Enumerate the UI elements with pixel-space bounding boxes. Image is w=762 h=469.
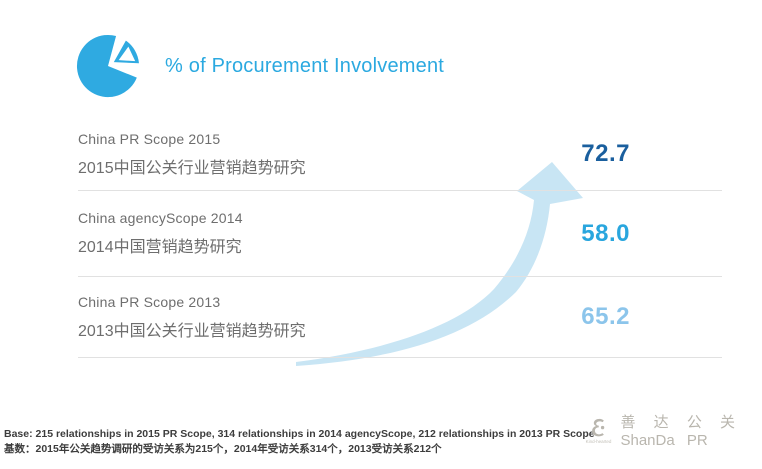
pie-chart-icon xyxy=(76,34,139,98)
table-row: China PR Scope 2015 2015中国公关行业营销趋势研究 72.… xyxy=(78,118,722,191)
table-row: China agencyScope 2014 2014中国营销趋势研究 58.0 xyxy=(78,191,722,277)
row-value: 72.7 xyxy=(581,140,630,167)
row-labels: China PR Scope 2015 2015中国公关行业营销趋势研究 xyxy=(78,131,581,178)
data-rows: China PR Scope 2015 2015中国公关行业营销趋势研究 72.… xyxy=(78,118,722,358)
base-note: Base: 215 relationships in 2015 PR Scope… xyxy=(4,427,595,456)
company-logo: Kind-hearted 善 达 公 关 ShanDa PR xyxy=(584,414,742,449)
base-note-zh: 基数：2015年公关趋势调研的受访关系为215个，2014年受访关系314个，2… xyxy=(4,442,442,455)
base-note-en: Base: 215 relationships in 2015 PR Scope… xyxy=(4,428,595,440)
row-labels: China agencyScope 2014 2014中国营销趋势研究 xyxy=(78,210,581,257)
header: % of Procurement Involvement xyxy=(75,33,444,99)
page-title: % of Procurement Involvement xyxy=(165,54,445,77)
row-value: 65.2 xyxy=(581,303,630,330)
row-label-en: China PR Scope 2013 xyxy=(78,293,221,310)
row-value: 58.0 xyxy=(581,219,630,247)
row-label-zh: 2014中国营销趋势研究 xyxy=(78,239,242,256)
table-row: China PR Scope 2013 2013中国公关行业营销趋势研究 65.… xyxy=(78,277,722,358)
row-label-en: China agencyScope 2014 xyxy=(78,210,243,226)
logo-name-zh: 善 达 公 关 xyxy=(620,414,742,431)
shanda-emblem-icon xyxy=(592,418,605,437)
shanda-emblem: Kind-hearted xyxy=(584,417,612,444)
row-label-zh: 2015中国公关行业营销趋势研究 xyxy=(78,159,306,177)
emblem-caption: Kind-hearted xyxy=(585,439,612,444)
logo-text: 善 达 公 关 ShanDa PR xyxy=(620,414,742,449)
logo-name-en: ShanDa PR xyxy=(620,432,708,449)
row-label-en: China PR Scope 2015 xyxy=(78,130,221,147)
row-labels: China PR Scope 2013 2013中国公关行业营销趋势研究 xyxy=(78,294,581,341)
row-label-zh: 2013中国公关行业营销趋势研究 xyxy=(78,322,306,340)
